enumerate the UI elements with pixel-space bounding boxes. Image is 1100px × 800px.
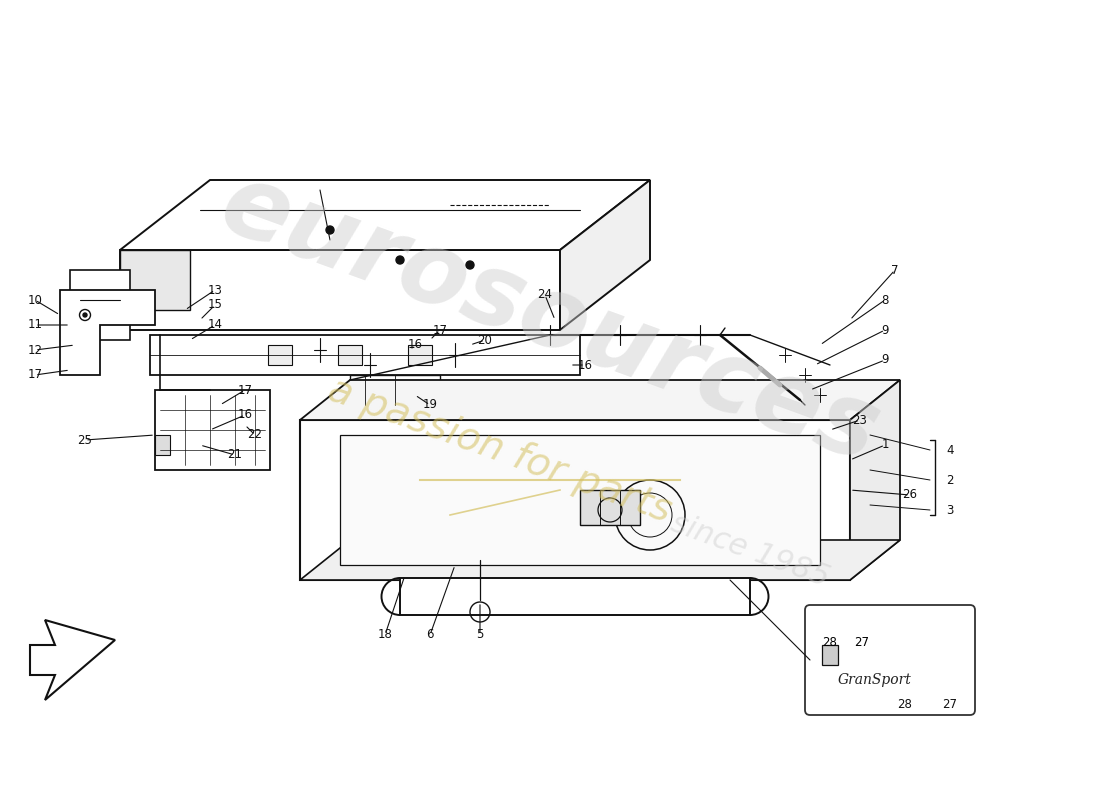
Text: 18: 18 — [377, 629, 393, 642]
Polygon shape — [408, 345, 432, 365]
Text: 25: 25 — [78, 434, 92, 446]
Polygon shape — [60, 290, 155, 375]
Text: 16: 16 — [407, 338, 422, 351]
Polygon shape — [155, 435, 170, 455]
Text: a passion for parts: a passion for parts — [323, 370, 676, 530]
Text: 28: 28 — [823, 637, 837, 650]
Text: 21: 21 — [228, 449, 242, 462]
Text: GranSport: GranSport — [838, 673, 912, 687]
Text: 22: 22 — [248, 429, 263, 442]
Text: 12: 12 — [28, 343, 43, 357]
Text: 16: 16 — [238, 409, 253, 422]
Circle shape — [326, 226, 334, 234]
Text: 7: 7 — [891, 263, 899, 277]
Polygon shape — [150, 335, 580, 375]
Text: 23: 23 — [852, 414, 868, 426]
Polygon shape — [120, 180, 650, 250]
Polygon shape — [340, 435, 820, 565]
Polygon shape — [155, 390, 270, 470]
Polygon shape — [300, 420, 850, 580]
Circle shape — [466, 261, 474, 269]
FancyBboxPatch shape — [805, 605, 975, 715]
Text: 9: 9 — [881, 323, 889, 337]
Text: 1: 1 — [881, 438, 889, 451]
Circle shape — [82, 313, 87, 317]
Polygon shape — [822, 645, 838, 665]
Polygon shape — [120, 250, 560, 330]
Text: 27: 27 — [855, 637, 869, 650]
Text: 20: 20 — [477, 334, 493, 346]
Polygon shape — [120, 250, 190, 310]
Text: 13: 13 — [208, 283, 222, 297]
Text: 17: 17 — [432, 323, 448, 337]
Text: 11: 11 — [28, 318, 43, 331]
Polygon shape — [400, 578, 750, 615]
Polygon shape — [580, 490, 640, 525]
Polygon shape — [350, 375, 440, 405]
Text: 27: 27 — [943, 698, 957, 711]
Polygon shape — [338, 345, 362, 365]
Text: 16: 16 — [578, 358, 593, 371]
Text: 19: 19 — [422, 398, 438, 411]
Text: 28: 28 — [898, 698, 912, 711]
Polygon shape — [30, 620, 116, 700]
Polygon shape — [300, 380, 900, 420]
Text: 2: 2 — [946, 474, 954, 486]
Text: 24: 24 — [538, 289, 552, 302]
Polygon shape — [850, 380, 900, 580]
Text: 17: 17 — [28, 369, 43, 382]
Polygon shape — [268, 345, 292, 365]
Text: 3: 3 — [946, 503, 954, 517]
Polygon shape — [300, 540, 900, 580]
Text: since 1985: since 1985 — [667, 508, 833, 592]
Polygon shape — [70, 270, 130, 340]
Text: 17: 17 — [238, 383, 253, 397]
Circle shape — [396, 256, 404, 264]
Text: 8: 8 — [881, 294, 889, 306]
Text: eurosources: eurosources — [208, 156, 892, 484]
Text: 15: 15 — [208, 298, 222, 311]
Text: 5: 5 — [476, 629, 484, 642]
Text: 26: 26 — [902, 489, 917, 502]
Text: 9: 9 — [881, 354, 889, 366]
Text: 14: 14 — [208, 318, 222, 331]
Text: 6: 6 — [427, 629, 433, 642]
Text: 10: 10 — [28, 294, 43, 306]
Polygon shape — [560, 180, 650, 330]
Text: 4: 4 — [946, 443, 954, 457]
